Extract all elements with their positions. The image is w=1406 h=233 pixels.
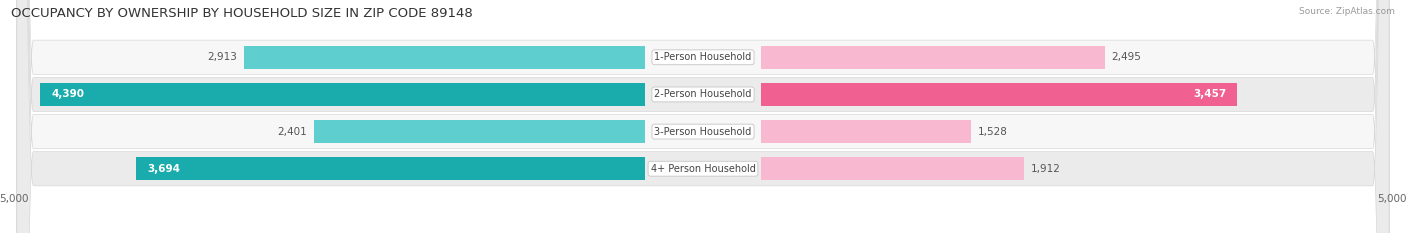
FancyBboxPatch shape — [17, 0, 1389, 233]
FancyBboxPatch shape — [17, 0, 1389, 233]
Text: 2,913: 2,913 — [207, 52, 236, 62]
Text: 1-Person Household: 1-Person Household — [654, 52, 752, 62]
Bar — [761, 46, 1105, 69]
Text: 2-Person Household: 2-Person Household — [654, 89, 752, 99]
Bar — [41, 83, 645, 106]
Text: 3-Person Household: 3-Person Household — [654, 127, 752, 137]
Text: 4+ Person Household: 4+ Person Household — [651, 164, 755, 174]
Text: 4,390: 4,390 — [51, 89, 84, 99]
Text: OCCUPANCY BY OWNERSHIP BY HOUSEHOLD SIZE IN ZIP CODE 89148: OCCUPANCY BY OWNERSHIP BY HOUSEHOLD SIZE… — [11, 7, 472, 20]
Bar — [136, 157, 645, 180]
Text: 2,401: 2,401 — [277, 127, 308, 137]
Bar — [243, 46, 645, 69]
Text: Source: ZipAtlas.com: Source: ZipAtlas.com — [1299, 7, 1395, 16]
Text: 1,528: 1,528 — [979, 127, 1008, 137]
Bar — [761, 120, 972, 143]
Bar — [315, 120, 645, 143]
Text: 3,457: 3,457 — [1192, 89, 1226, 99]
Bar — [761, 83, 1237, 106]
FancyBboxPatch shape — [17, 0, 1389, 233]
Text: 1,912: 1,912 — [1031, 164, 1062, 174]
Bar — [761, 157, 1025, 180]
FancyBboxPatch shape — [17, 0, 1389, 233]
Text: 3,694: 3,694 — [148, 164, 180, 174]
Text: 2,495: 2,495 — [1112, 52, 1142, 62]
